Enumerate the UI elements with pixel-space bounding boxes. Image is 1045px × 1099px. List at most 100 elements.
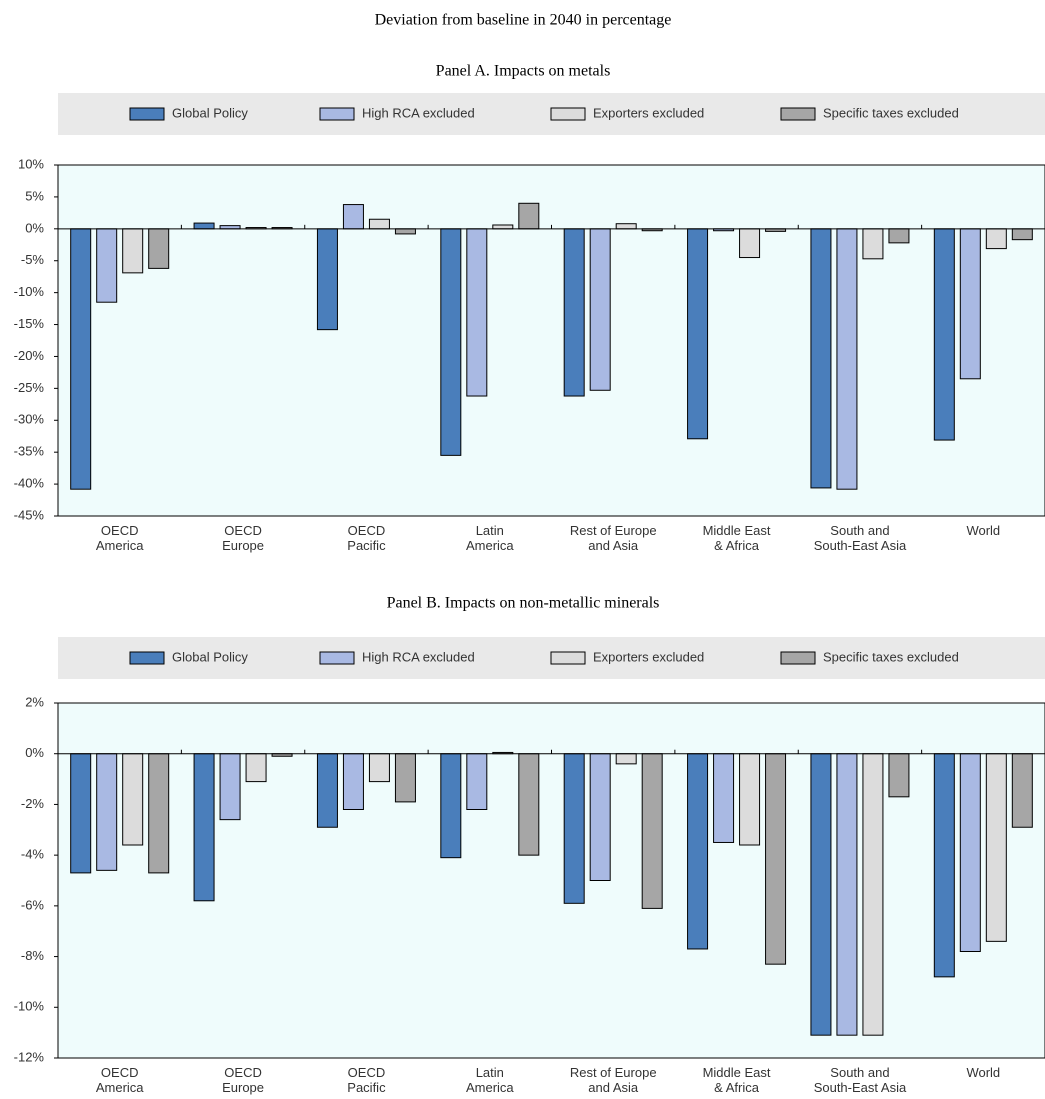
bar bbox=[933, 228, 955, 441]
x-tick-label: World bbox=[966, 1065, 1001, 1080]
legend-label: Exporters excluded bbox=[593, 105, 704, 120]
y-tick-label: 10% bbox=[18, 156, 44, 171]
bar bbox=[394, 753, 416, 803]
bar bbox=[518, 202, 540, 230]
legend-swatch bbox=[780, 651, 816, 665]
bar bbox=[836, 228, 858, 490]
bar bbox=[148, 753, 170, 874]
x-tick-label: Middle East & Africa bbox=[702, 1065, 771, 1095]
y-tick-label: -10% bbox=[14, 284, 45, 299]
bar bbox=[563, 228, 585, 397]
bar bbox=[739, 753, 761, 846]
y-tick-label: -30% bbox=[14, 412, 45, 427]
legend-label: Global Policy bbox=[172, 105, 248, 120]
bar bbox=[985, 228, 1007, 250]
x-tick-label: OECD Europe bbox=[222, 1065, 265, 1095]
bar bbox=[245, 753, 267, 783]
bar bbox=[810, 228, 832, 489]
y-tick-label: -10% bbox=[14, 999, 45, 1014]
bar bbox=[96, 753, 118, 871]
bar bbox=[615, 753, 637, 765]
figure-title: Deviation from baseline in 2040 in perce… bbox=[375, 12, 672, 29]
bar bbox=[589, 228, 611, 391]
bar bbox=[933, 753, 955, 978]
bar bbox=[862, 228, 884, 260]
plot-area bbox=[57, 164, 1045, 517]
x-tick-label: OECD America bbox=[95, 1065, 144, 1095]
y-tick-label: 0% bbox=[25, 220, 44, 235]
bar bbox=[563, 753, 585, 904]
y-tick-label: -25% bbox=[14, 380, 45, 395]
y-tick-label: -6% bbox=[21, 897, 45, 912]
y-tick-label: -4% bbox=[21, 847, 45, 862]
bar bbox=[713, 753, 735, 843]
bar bbox=[342, 753, 364, 811]
bar bbox=[862, 753, 884, 1036]
bar bbox=[888, 753, 910, 798]
x-tick-label: OECD Pacific bbox=[347, 523, 386, 553]
legend-swatch bbox=[129, 107, 165, 121]
bar bbox=[959, 753, 981, 953]
bar bbox=[765, 753, 787, 965]
legend-label: High RCA excluded bbox=[362, 649, 475, 664]
bar bbox=[810, 753, 832, 1036]
bar bbox=[1011, 228, 1033, 241]
legend-swatch bbox=[129, 651, 165, 665]
bar bbox=[70, 753, 92, 874]
y-tick-label: -20% bbox=[14, 348, 45, 363]
x-tick-label: Rest of Europe and Asia bbox=[569, 523, 657, 553]
bar bbox=[96, 228, 118, 303]
bar bbox=[466, 753, 488, 811]
bar bbox=[985, 753, 1007, 942]
bar bbox=[615, 223, 637, 230]
bar bbox=[122, 753, 144, 846]
bar bbox=[466, 228, 488, 397]
bar bbox=[440, 753, 462, 859]
bar bbox=[342, 204, 364, 230]
y-tick-label: -35% bbox=[14, 444, 45, 459]
y-tick-label: 5% bbox=[25, 188, 44, 203]
y-tick-label: -2% bbox=[21, 796, 45, 811]
legend-swatch bbox=[319, 651, 355, 665]
bar bbox=[148, 228, 170, 269]
legend-label: Specific taxes excluded bbox=[823, 649, 959, 664]
legend-swatch bbox=[550, 651, 586, 665]
x-tick-label: OECD America bbox=[95, 523, 144, 553]
legend-swatch bbox=[550, 107, 586, 121]
x-tick-label: Latin America bbox=[465, 523, 514, 553]
bar bbox=[219, 753, 241, 821]
bar bbox=[368, 753, 390, 783]
y-tick-label: -45% bbox=[14, 507, 45, 522]
y-tick-label: -40% bbox=[14, 476, 45, 491]
bar bbox=[959, 228, 981, 380]
y-tick-label: 0% bbox=[25, 745, 44, 760]
x-tick-label: South and South-East Asia bbox=[813, 523, 907, 553]
legend-label: Specific taxes excluded bbox=[823, 105, 959, 120]
x-tick-label: South and South-East Asia bbox=[813, 1065, 907, 1095]
bar bbox=[1011, 753, 1033, 828]
x-tick-label: World bbox=[966, 523, 1001, 538]
bar bbox=[687, 228, 709, 440]
legend-label: High RCA excluded bbox=[362, 105, 475, 120]
y-tick-label: -15% bbox=[14, 316, 45, 331]
x-tick-label: Middle East & Africa bbox=[702, 523, 771, 553]
bar bbox=[316, 753, 338, 828]
bar bbox=[193, 753, 215, 902]
bar bbox=[122, 228, 144, 274]
bar bbox=[518, 753, 540, 856]
bar bbox=[440, 228, 462, 456]
bar bbox=[193, 222, 215, 230]
x-tick-label: OECD Pacific bbox=[347, 1065, 386, 1095]
legend-swatch bbox=[780, 107, 816, 121]
bar bbox=[687, 753, 709, 950]
y-tick-label: -12% bbox=[14, 1049, 45, 1064]
bar bbox=[394, 228, 416, 235]
bar bbox=[316, 228, 338, 331]
y-tick-label: 2% bbox=[25, 694, 44, 709]
y-tick-label: -8% bbox=[21, 948, 45, 963]
bar bbox=[888, 228, 910, 244]
panel-title: Panel A. Impacts on metals bbox=[436, 63, 611, 80]
panel-title: Panel B. Impacts on non-metallic mineral… bbox=[387, 595, 660, 612]
